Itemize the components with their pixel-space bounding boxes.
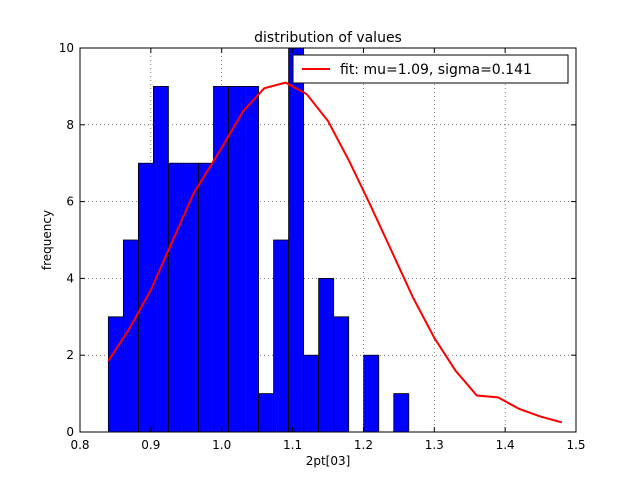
histogram-bar [228, 86, 244, 433]
histogram-bar [303, 354, 320, 433]
histogram-bar [183, 162, 199, 433]
x-tick-label: 1.3 [425, 438, 444, 452]
histogram-bar [243, 86, 259, 433]
histogram-bars [107, 47, 410, 433]
legend-entry-fit: fit: mu=1.09, sigma=0.141 [340, 62, 532, 78]
histogram-bar [198, 162, 214, 433]
x-axis-label: 2pt[03] [306, 454, 351, 468]
x-tick-label: 1.2 [354, 438, 373, 452]
x-tick-label: 1.4 [496, 438, 515, 452]
legend: fit: mu=1.09, sigma=0.141 [292, 54, 569, 84]
plot-frame [79, 47, 577, 433]
fit-line [107, 81, 563, 424]
y-tick-label: 0 [66, 425, 74, 439]
histogram-bar [153, 86, 169, 433]
histogram-bar [318, 277, 335, 433]
x-tick-label: 0.9 [141, 438, 160, 452]
x-tick-label: 1.5 [566, 438, 585, 452]
y-axis-label: frequency [40, 210, 54, 270]
histogram-bar [258, 393, 274, 433]
chart-title: distribution of values [254, 30, 402, 46]
x-axis-ticks: 0.8 0.9 1.0 1.1 1.2 1.3 1.4 1.5 [70, 48, 586, 452]
histogram-bar [393, 393, 410, 433]
y-axis-ticks: 0 2 4 6 8 10 [59, 41, 576, 439]
x-tick-label: 0.8 [70, 438, 89, 452]
y-tick-label: 4 [66, 271, 74, 285]
x-tick-label: 1.0 [212, 438, 231, 452]
histogram-bar [363, 354, 380, 433]
histogram-bar [288, 47, 305, 433]
y-tick-label: 6 [66, 195, 74, 209]
fit-curve [107, 81, 563, 424]
histogram-bar [168, 162, 184, 433]
y-tick-label: 2 [66, 348, 74, 362]
histogram-bar [333, 316, 350, 433]
x-tick-label: 1.1 [283, 438, 302, 452]
y-tick-label: 8 [66, 118, 74, 132]
histogram-bar [107, 316, 124, 433]
y-tick-label: 10 [59, 41, 74, 55]
legend-box [292, 54, 569, 84]
histogram-bar [273, 239, 290, 433]
